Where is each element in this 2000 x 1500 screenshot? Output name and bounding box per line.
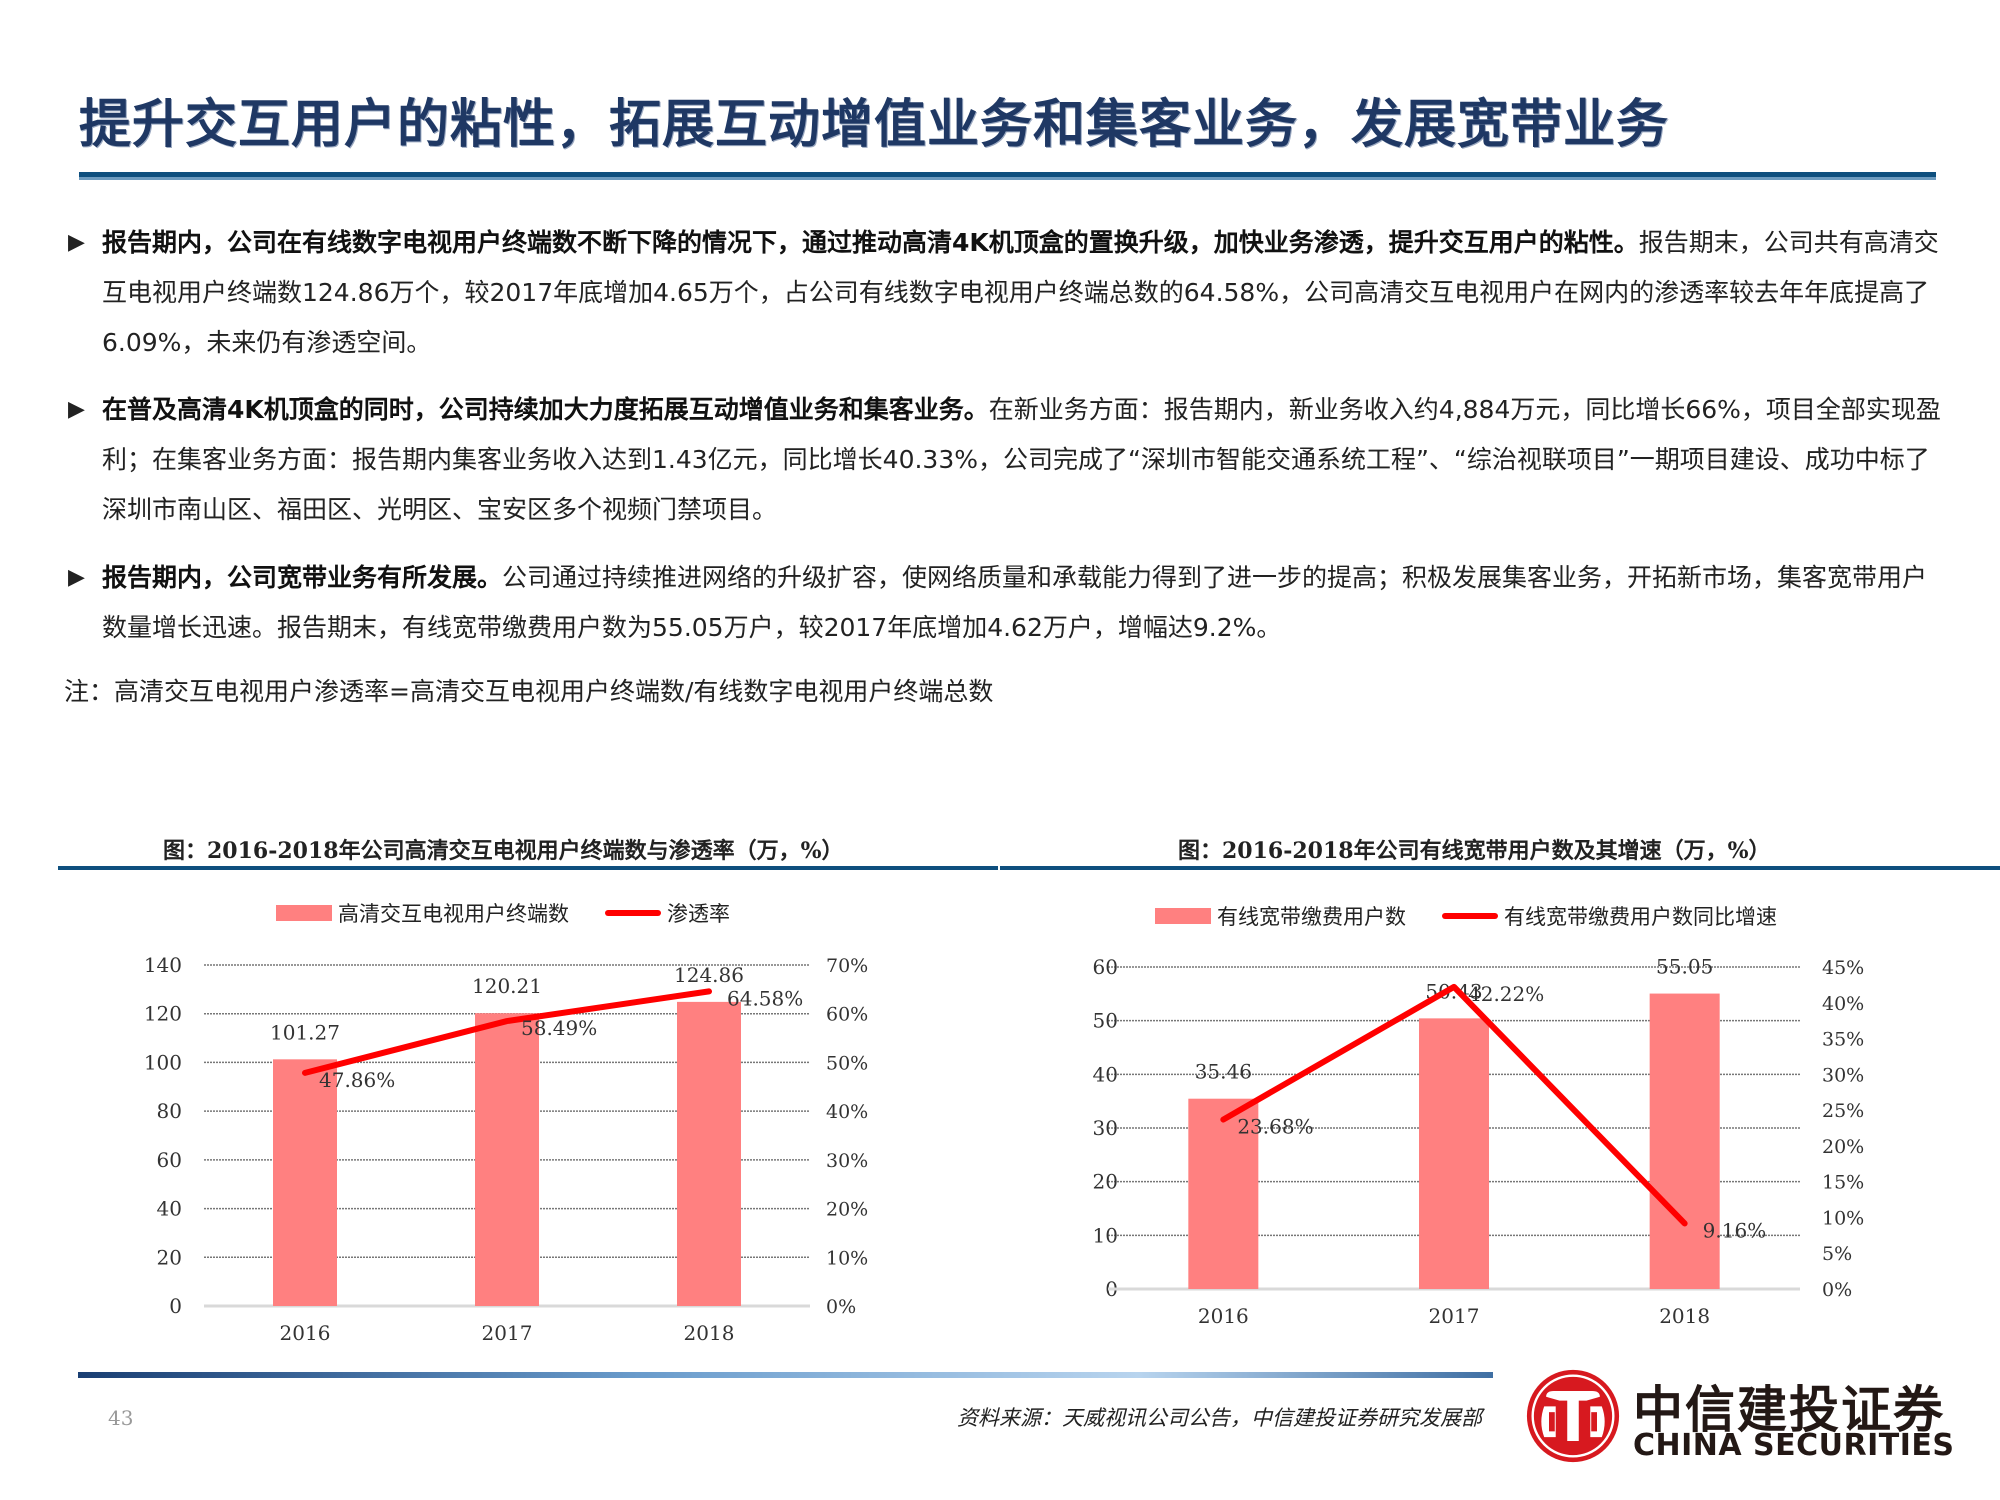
svg-text:50%: 50% — [826, 1052, 868, 1074]
svg-text:42.22%: 42.22% — [1468, 982, 1544, 1006]
svg-text:60: 60 — [157, 1148, 182, 1172]
legend-bar-swatch-icon — [276, 905, 332, 921]
svg-text:40: 40 — [1093, 1062, 1118, 1086]
bullet-arrow-icon: ▶ — [68, 230, 85, 255]
svg-text:10: 10 — [1093, 1223, 1118, 1247]
legend-item-bar: 有线宽带缴费用户数 — [1217, 905, 1406, 929]
svg-text:64.58%: 64.58% — [727, 986, 803, 1010]
legend-item-line: 有线宽带缴费用户数同比增速 — [1504, 905, 1777, 929]
legend-item-bar: 高清交互电视用户终端数 — [338, 902, 569, 926]
svg-text:0: 0 — [169, 1294, 182, 1318]
chart-1-legend: 高清交互电视用户终端数 渗透率 — [276, 898, 730, 928]
svg-text:40%: 40% — [826, 1101, 868, 1123]
svg-text:120.21: 120.21 — [472, 974, 542, 998]
bullet-paragraph-2: ▶ 在普及高清4K机顶盒的同时，公司持续加大力度拓展互动增值业务和集客业务。在新… — [68, 385, 1948, 535]
chart-2-rule — [1000, 866, 2000, 870]
svg-text:20%: 20% — [826, 1199, 868, 1221]
bullet-2-text: 在新业务方面：报告期内，新业务收入约4,884万元，同比增长66%，项目全部实现… — [102, 395, 1941, 524]
bullet-arrow-icon: ▶ — [68, 565, 85, 590]
svg-text:100: 100 — [144, 1050, 182, 1074]
svg-text:70%: 70% — [826, 955, 868, 977]
svg-text:20%: 20% — [1822, 1136, 1864, 1158]
logo-chinese-name: 中信建投证券 — [1633, 1380, 1945, 1439]
svg-text:124.86: 124.86 — [674, 963, 744, 987]
chart-2-plot: 01020304050600%5%10%15%20%25%30%35%40%45… — [1093, 955, 1865, 1328]
svg-text:30: 30 — [1093, 1116, 1118, 1140]
chart-1-title: 图：2016-2018年公司高清交互电视用户终端数与渗透率（万，%） — [163, 838, 844, 864]
svg-text:25%: 25% — [1822, 1100, 1864, 1122]
svg-text:40: 40 — [157, 1197, 182, 1221]
svg-text:140: 140 — [144, 953, 182, 977]
svg-text:45%: 45% — [1822, 957, 1864, 979]
legend-item-line: 渗透率 — [667, 902, 730, 926]
svg-text:60: 60 — [1093, 955, 1118, 979]
svg-text:2017: 2017 — [1429, 1304, 1480, 1328]
logo-english-name: CHINA SECURITIES — [1633, 1428, 1955, 1463]
bullet-3-text: 公司通过持续推进网络的升级扩容，使网络质量和承载能力得到了进一步的提高；积极发展… — [102, 563, 1928, 642]
svg-text:15%: 15% — [1822, 1172, 1864, 1194]
svg-text:20: 20 — [157, 1245, 182, 1269]
svg-text:23.68%: 23.68% — [1237, 1115, 1313, 1139]
svg-text:55.05: 55.05 — [1656, 955, 1713, 979]
svg-text:0%: 0% — [1822, 1279, 1852, 1301]
svg-text:9.16%: 9.16% — [1703, 1218, 1767, 1242]
svg-text:60%: 60% — [826, 1004, 868, 1026]
bullet-2-lead: 在普及高清4K机顶盒的同时，公司持续加大力度拓展互动增值业务和集客业务。 — [102, 395, 989, 424]
svg-text:101.27: 101.27 — [270, 1020, 340, 1044]
bullet-1-text: 报告期末，公司共有高清交互电视用户终端数124.86万个，较2017年底增加4.… — [102, 228, 1939, 357]
svg-text:10%: 10% — [826, 1247, 868, 1269]
page-title: 提升交互用户的粘性，拓展互动增值业务和集客业务，发展宽带业务 — [79, 95, 1670, 155]
bullet-paragraph-3: ▶ 报告期内，公司宽带业务有所发展。公司通过持续推进网络的升级扩容，使网络质量和… — [68, 553, 1948, 653]
svg-text:40%: 40% — [1822, 993, 1864, 1015]
chart-1-rule — [58, 866, 998, 870]
bullet-3-lead: 报告期内，公司宽带业务有所发展。 — [102, 563, 503, 592]
svg-text:80: 80 — [157, 1099, 182, 1123]
svg-text:5%: 5% — [1822, 1243, 1852, 1265]
source-note: 资料来源：天威视讯公司公告，中信建投证券研究发展部 — [957, 1406, 1482, 1430]
svg-text:47.86%: 47.86% — [319, 1068, 395, 1092]
china-securities-logo-icon — [1526, 1369, 1620, 1463]
footnote: 注：高清交互电视用户渗透率=高清交互电视用户终端数/有线数字电视用户终端总数 — [64, 677, 994, 706]
page-number: 43 — [108, 1406, 134, 1430]
svg-text:2016: 2016 — [1198, 1304, 1249, 1328]
legend-bar-swatch-icon — [1155, 908, 1211, 924]
svg-text:30%: 30% — [826, 1150, 868, 1172]
svg-text:2016: 2016 — [280, 1321, 331, 1345]
legend-line-swatch-icon — [605, 910, 661, 916]
svg-text:2018: 2018 — [684, 1321, 735, 1345]
svg-text:30%: 30% — [1822, 1064, 1864, 1086]
svg-text:50: 50 — [1093, 1009, 1118, 1033]
bullet-1-lead: 报告期内，公司在有线数字电视用户终端数不断下降的情况下，通过推动高清4K机顶盒的… — [102, 228, 1639, 257]
svg-text:120: 120 — [144, 1002, 182, 1026]
legend-line-swatch-icon — [1442, 913, 1498, 919]
svg-text:20: 20 — [1093, 1170, 1118, 1194]
svg-text:2018: 2018 — [1659, 1304, 1710, 1328]
svg-text:58.49%: 58.49% — [521, 1016, 597, 1040]
footer-divider — [78, 1372, 1493, 1378]
title-divider — [79, 172, 1936, 180]
svg-text:2017: 2017 — [482, 1321, 533, 1345]
svg-text:35.46: 35.46 — [1195, 1060, 1252, 1084]
chart-2-title: 图：2016-2018年公司有线宽带用户数及其增速（万，%） — [1178, 838, 1771, 864]
svg-text:10%: 10% — [1822, 1207, 1864, 1229]
chart-1-plot: 0 20 40 60 80 100 120 140 0% 10% 20% 30% 40% 50% 60% 70… — [144, 953, 868, 1345]
chart-2-legend: 有线宽带缴费用户数 有线宽带缴费用户数同比增速 — [1155, 901, 1777, 931]
svg-text:0%: 0% — [826, 1296, 856, 1318]
bullet-paragraph-1: ▶ 报告期内，公司在有线数字电视用户终端数不断下降的情况下，通过推动高清4K机顶… — [68, 218, 1948, 368]
svg-text:35%: 35% — [1822, 1029, 1864, 1051]
bullet-arrow-icon: ▶ — [68, 397, 85, 422]
